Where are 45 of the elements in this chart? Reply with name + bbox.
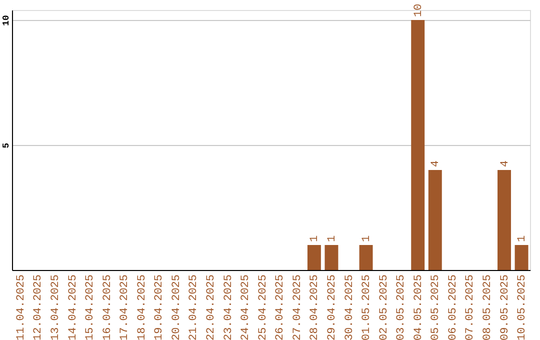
- x-tick-label: 19.04.2025: [154, 274, 166, 340]
- x-tick-label: 14.04.2025: [67, 274, 80, 340]
- x-tick-label: 13.04.2025: [50, 274, 62, 340]
- data-label: 1: [309, 235, 322, 242]
- x-tick-label: 15.04.2025: [84, 274, 97, 340]
- x-tick-label: 18.04.2025: [136, 274, 148, 340]
- data-label: 1: [326, 235, 338, 242]
- bar: [324, 245, 338, 270]
- x-tick-label: 10.05.2025: [516, 274, 529, 340]
- x-tick-label: 20.04.2025: [170, 274, 183, 340]
- bar: [307, 245, 321, 270]
- data-label: 10: [412, 4, 425, 17]
- data-label: 1: [516, 235, 529, 242]
- x-tick-label: 02.05.2025: [378, 274, 390, 340]
- x-tick-label: 11.04.2025: [15, 274, 28, 340]
- x-tick-label: 27.04.2025: [292, 274, 304, 340]
- data-label: 4: [499, 160, 512, 167]
- x-tick-label: 12.04.2025: [32, 274, 45, 340]
- x-tick-label: 24.04.2025: [240, 274, 252, 340]
- y-tick-label: 5: [2, 142, 12, 148]
- bar: [359, 245, 373, 270]
- bar: [411, 20, 425, 270]
- data-label: 1: [361, 235, 374, 242]
- x-tick-label: 03.05.2025: [396, 274, 408, 340]
- x-tick-label: 21.04.2025: [188, 274, 200, 340]
- x-tick-label: 09.05.2025: [499, 274, 512, 340]
- x-tick-label: 26.04.2025: [274, 274, 287, 340]
- x-tick-label: 30.04.2025: [344, 274, 356, 340]
- bar: [514, 245, 528, 270]
- x-tick-label: 05.05.2025: [430, 274, 442, 340]
- x-tick-label: 22.04.2025: [206, 274, 218, 340]
- x-tick-label: 25.04.2025: [257, 274, 270, 340]
- x-tick-label: 23.04.2025: [222, 274, 235, 340]
- x-tick-label: 01.05.2025: [361, 274, 374, 340]
- x-tick-label: 16.04.2025: [102, 274, 114, 340]
- x-tick-label: 29.04.2025: [326, 274, 338, 340]
- x-tick-label: 07.05.2025: [464, 274, 477, 340]
- x-tick-label: 06.05.2025: [447, 274, 460, 340]
- x-tick-label: 04.05.2025: [412, 274, 425, 340]
- x-tick-label: 08.05.2025: [482, 274, 494, 340]
- data-label: 4: [430, 160, 442, 167]
- x-tick-label: 28.04.2025: [309, 274, 322, 340]
- bar: [428, 170, 442, 270]
- bar: [498, 170, 511, 270]
- x-tick-label: 17.04.2025: [119, 274, 132, 340]
